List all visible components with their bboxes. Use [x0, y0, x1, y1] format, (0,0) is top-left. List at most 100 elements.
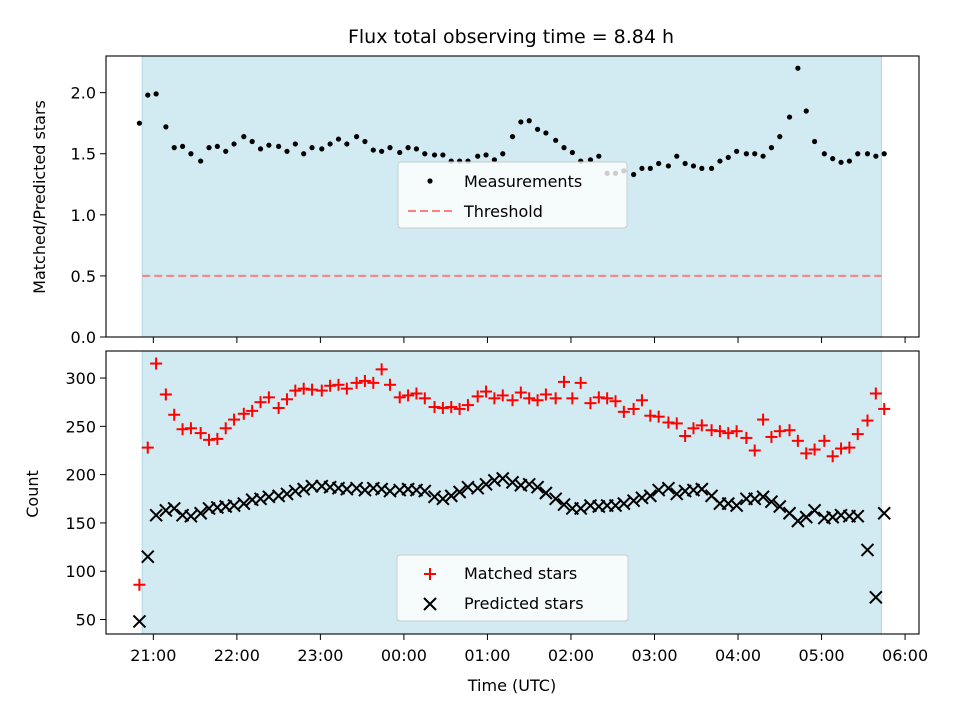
- measurement-point: [319, 146, 325, 152]
- y-tick-label: 0.5: [71, 267, 96, 286]
- y-tick-label: 300: [65, 369, 96, 388]
- measurement-point: [534, 126, 541, 132]
- predicted-star-point: [487, 473, 502, 488]
- measurement-point: [569, 149, 575, 156]
- y-tick-label: 200: [65, 466, 96, 485]
- predicted-star-point: [574, 501, 588, 516]
- predicted-star-point: [557, 497, 571, 512]
- measurement-point: [553, 137, 559, 143]
- measurement-point: [846, 158, 852, 164]
- x-tick-label: 00:00: [381, 646, 427, 665]
- measurement-points-layer: [136, 65, 887, 178]
- matched-star-point: [843, 441, 856, 454]
- matched-star-point: [566, 392, 579, 405]
- bottom-legend-box: [396, 554, 629, 622]
- matched-star-point: [609, 395, 622, 408]
- matched-star-point: [757, 413, 770, 426]
- matched-star-point: [695, 419, 708, 432]
- measurement-point: [596, 153, 602, 159]
- matched-star-point: [358, 374, 371, 387]
- matched-star-point: [652, 410, 665, 423]
- matched-star-point: [332, 378, 345, 391]
- matched-star-point: [531, 394, 544, 407]
- predicted-star-point: [141, 550, 155, 564]
- measurement-point: [344, 141, 350, 147]
- measurement-point: [699, 165, 705, 171]
- matched-star-point: [219, 422, 232, 435]
- matched-star-point: [679, 429, 692, 442]
- predicted-star-point: [539, 486, 553, 500]
- legend-measurements-marker: [427, 178, 433, 184]
- x-tick-label: 04:00: [715, 646, 761, 665]
- matched-star-point: [539, 388, 552, 401]
- matched-star-point: [818, 434, 831, 447]
- x-tick-label: 03:00: [631, 646, 677, 665]
- top-y-axis-label: Matched/Predicted stars: [30, 100, 49, 294]
- predicted-star-point: [643, 489, 658, 503]
- predicted-star-point: [193, 506, 208, 520]
- matched-star-point: [574, 376, 587, 389]
- predicted-star-point: [825, 510, 840, 524]
- y-tick-label: 2.0: [71, 84, 96, 103]
- measurement-point: [838, 159, 844, 165]
- top-x-axis: [152, 337, 906, 343]
- matched-star-point: [748, 444, 761, 457]
- predicted-star-point: [617, 496, 631, 511]
- matched-star-point: [289, 384, 302, 397]
- top-panel: 0.00.51.01.52.0 Matched/Predicted stars …: [30, 55, 920, 347]
- measurement-point: [803, 108, 809, 114]
- matched-star-point: [168, 408, 181, 421]
- measurement-point: [198, 158, 204, 164]
- predicted-star-point: [721, 496, 735, 511]
- x-tick-label: 05:00: [798, 646, 844, 665]
- measurement-point: [795, 65, 801, 71]
- measurement-point: [708, 165, 715, 171]
- predicted-star-point: [470, 481, 485, 495]
- predicted-star-point: [799, 510, 813, 524]
- measurement-point: [587, 157, 594, 163]
- legend-predicted-marker: [423, 597, 437, 611]
- predicted-star-point: [349, 481, 364, 495]
- matched-star-point: [635, 394, 648, 407]
- predicted-star-point: [427, 490, 442, 504]
- matched-star-point: [496, 389, 509, 402]
- measurement-point: [777, 134, 783, 140]
- measurement-point: [743, 151, 749, 157]
- measurement-point: [518, 119, 524, 125]
- predicted-star-point: [452, 485, 467, 499]
- measurement-point: [327, 141, 333, 147]
- predicted-star-point: [444, 489, 458, 503]
- bottom-x-axis: 21:00 22:00 23:00 00:00 01:00 02:00 03:00 04:00…: [130, 634, 928, 665]
- x-tick-label: 06:00: [882, 646, 928, 665]
- predicted-star-point: [505, 475, 520, 490]
- measurement-point: [475, 153, 481, 159]
- matched-star-point: [211, 432, 224, 445]
- measurement-point: [136, 120, 143, 126]
- predicted-star-point: [184, 509, 198, 523]
- y-tick-label: 150: [65, 514, 96, 533]
- matched-star-point: [861, 414, 874, 427]
- measurement-point: [543, 130, 549, 136]
- y-tick-label: 100: [65, 562, 96, 581]
- matched-star-point: [133, 578, 146, 591]
- measurement-point: [440, 152, 446, 158]
- matched-star-point: [584, 397, 597, 410]
- measurement-point: [526, 118, 532, 124]
- matched-star-point: [549, 392, 562, 405]
- measurement-point: [656, 160, 662, 167]
- matched-star-point: [687, 422, 700, 435]
- matched-star-point: [237, 407, 250, 420]
- y-tick-label: 0.0: [71, 328, 96, 347]
- matched-star-point: [350, 376, 363, 389]
- predicted-star-point: [496, 471, 510, 486]
- predicted-star-point: [288, 484, 303, 498]
- measurement-point: [734, 148, 740, 154]
- predicted-star-point: [608, 498, 623, 513]
- predicted-star-point: [530, 480, 545, 494]
- predicted-star-point: [280, 487, 294, 501]
- matched-star-point: [184, 422, 197, 435]
- matched-star-point: [713, 425, 726, 438]
- matched-star-point: [228, 413, 241, 426]
- y-tick-label: 1.5: [71, 145, 96, 164]
